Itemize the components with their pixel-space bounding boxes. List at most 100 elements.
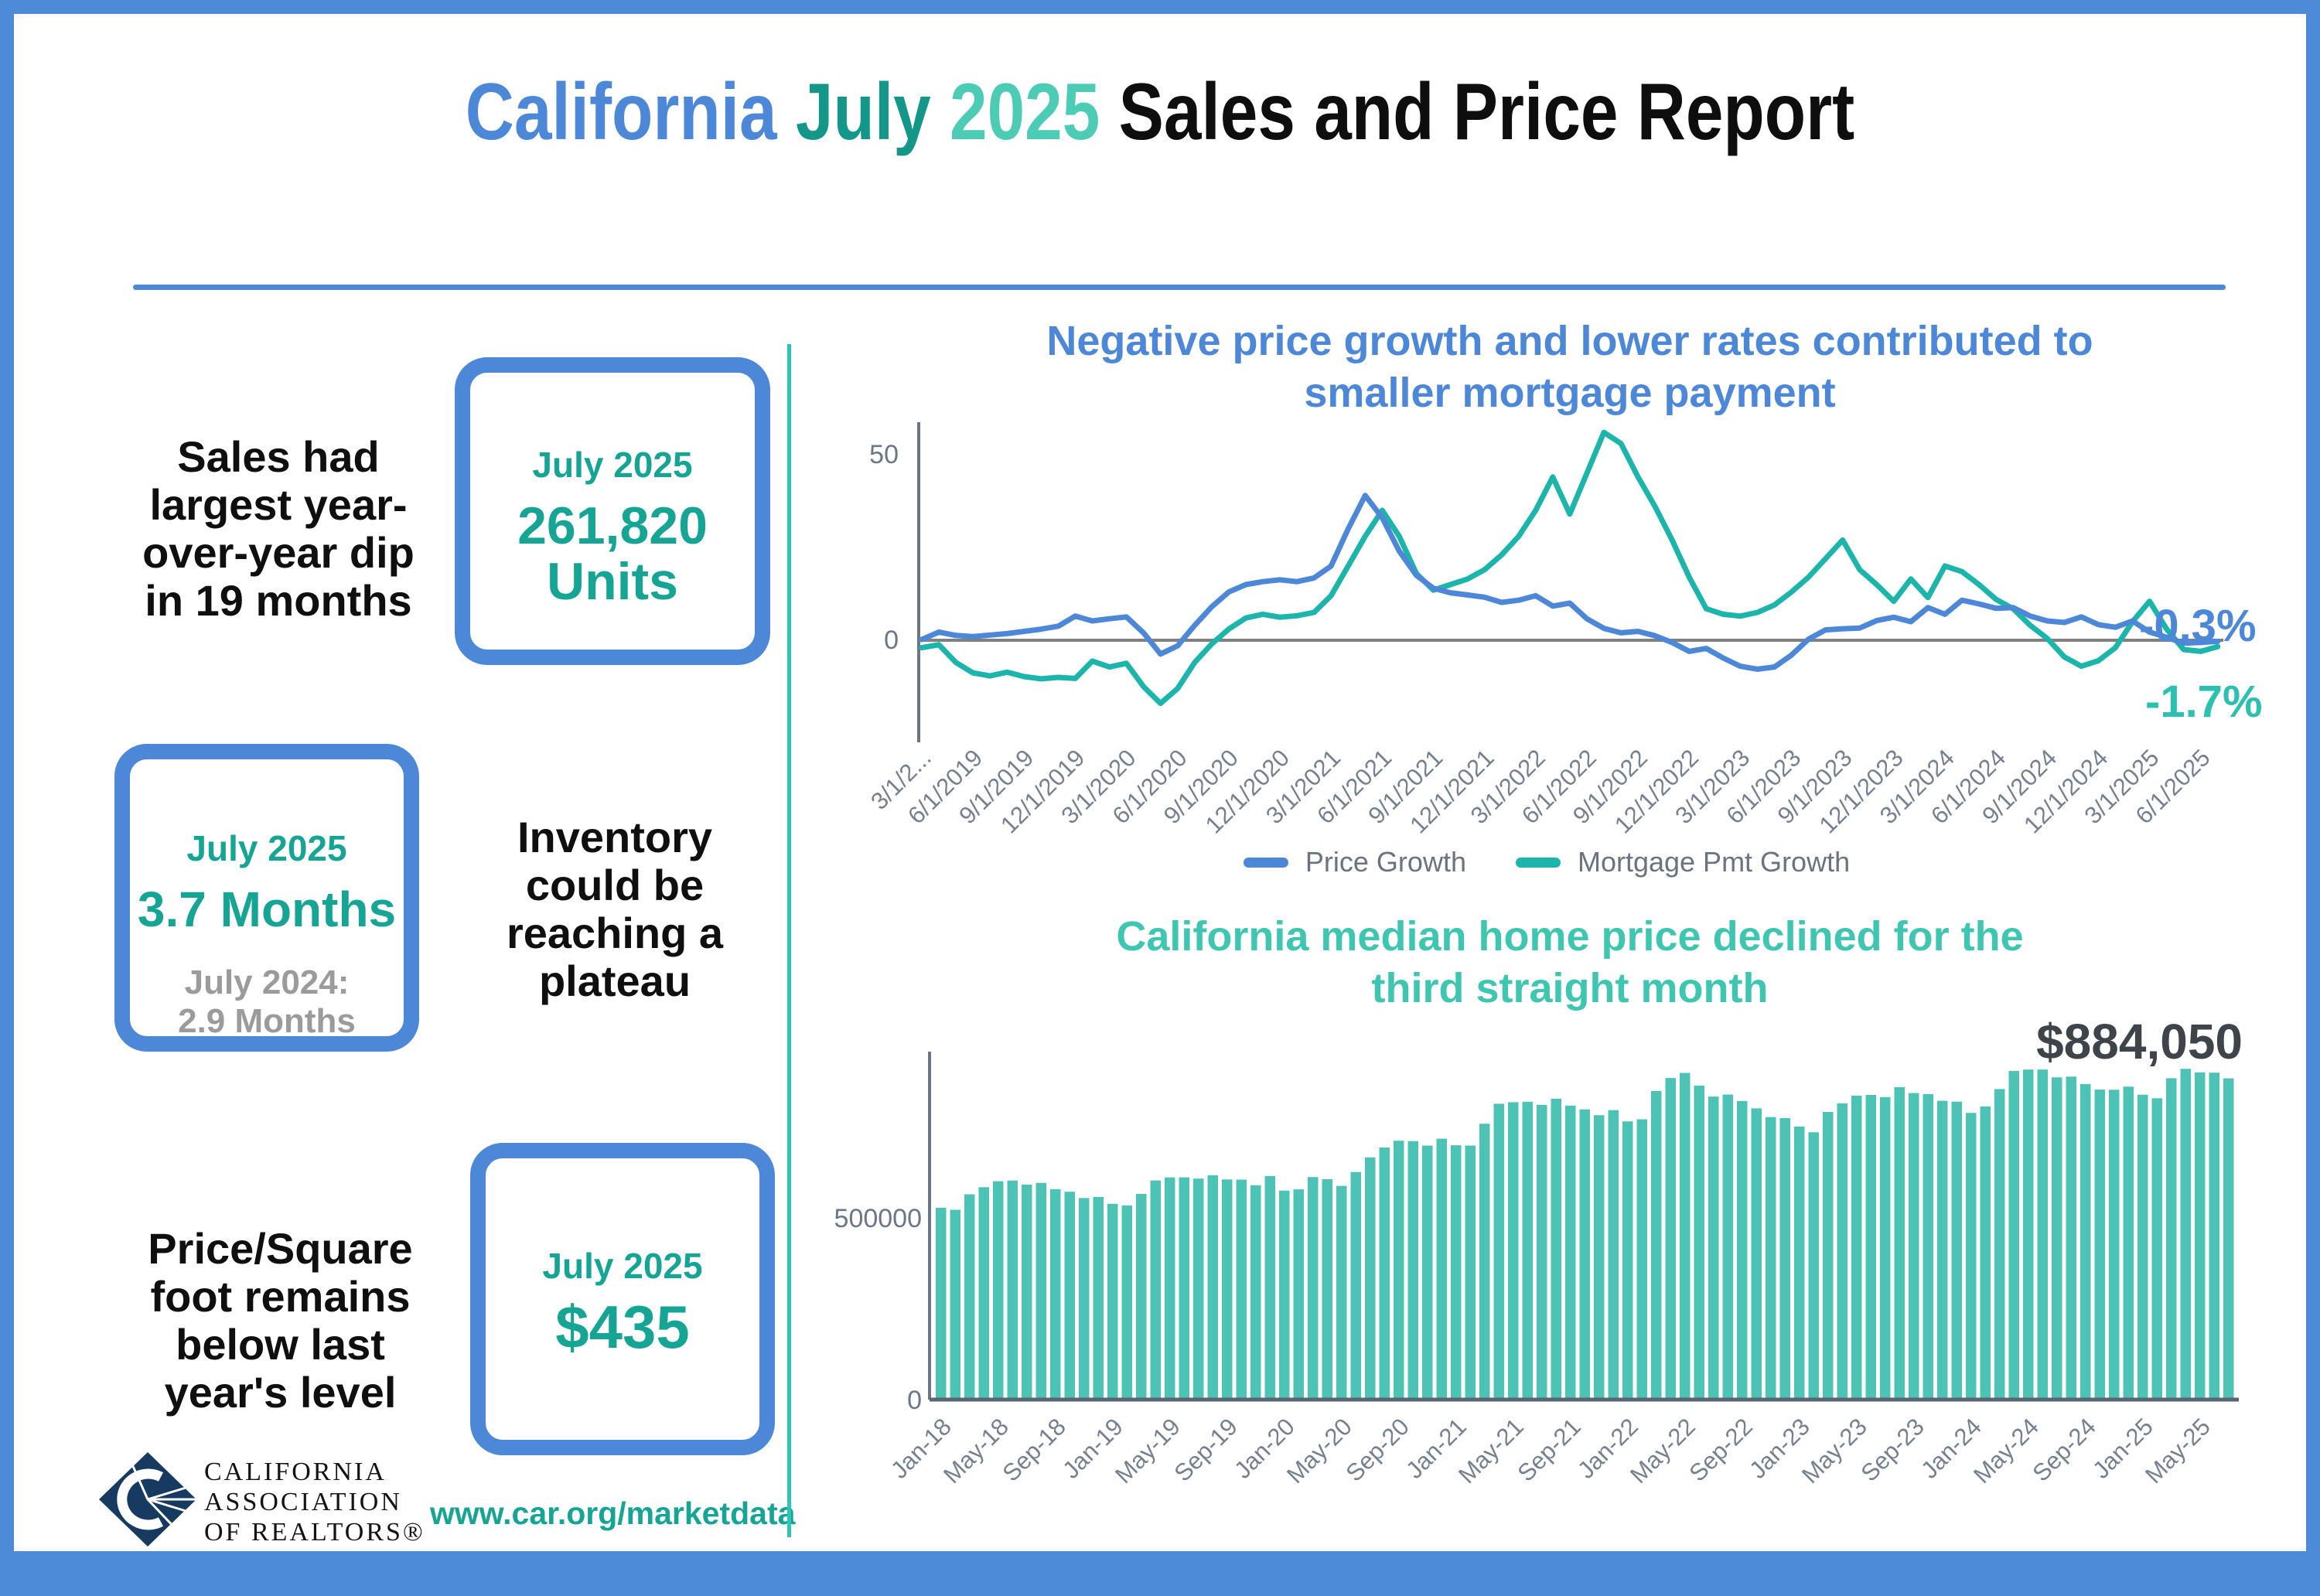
median-price-annotation: $884,050 bbox=[2036, 1014, 2243, 1069]
title-underline bbox=[133, 285, 2226, 290]
median-price-bar bbox=[993, 1181, 1004, 1400]
median-price-bar bbox=[1293, 1189, 1304, 1400]
median-price-bar bbox=[2151, 1098, 2162, 1400]
stat-box-price-sqft-period: July 2025 bbox=[542, 1246, 703, 1286]
median-price-bar bbox=[1379, 1148, 1390, 1400]
median-price-bar bbox=[1851, 1096, 1862, 1400]
median-price-bar bbox=[1794, 1126, 1805, 1400]
median-price-bar bbox=[1165, 1177, 1175, 1400]
median-price-bar bbox=[1322, 1179, 1332, 1400]
median-price-bar bbox=[2180, 1069, 2191, 1400]
mortgage-pmt-growth-end-label: -1.7% bbox=[2145, 677, 2263, 727]
page-border-left bbox=[0, 0, 14, 1596]
median-price-bar bbox=[2223, 1078, 2234, 1400]
median-price-bar bbox=[1121, 1206, 1132, 1400]
median-price-bar bbox=[1880, 1096, 1891, 1400]
median-price-bar bbox=[1980, 1107, 1991, 1400]
stat-box-sales-value: 261,820 bbox=[517, 496, 708, 555]
median-price-bar bbox=[2080, 1084, 2091, 1400]
median-price-bar bbox=[1079, 1198, 1090, 1400]
median-price-bar bbox=[1493, 1103, 1504, 1400]
website-link[interactable]: www.car.org/marketdata bbox=[430, 1495, 796, 1531]
median-price-bar bbox=[1365, 1157, 1376, 1400]
median-price-bar bbox=[1236, 1179, 1247, 1400]
median-price-bar bbox=[2123, 1086, 2134, 1400]
median-price-bar bbox=[1779, 1117, 1790, 1400]
stat-box-price-sqft-value: $435 bbox=[555, 1293, 690, 1361]
y-tick-label: 0 bbox=[907, 1386, 922, 1415]
stat-headline-sales: Sales had largest year- over-year dip in… bbox=[142, 432, 415, 625]
median-price-bar bbox=[1951, 1101, 1962, 1400]
stat-box-sales-period: July 2025 bbox=[532, 445, 693, 485]
price-growth-end-label: -0.3% bbox=[2139, 601, 2257, 651]
median-price-bar bbox=[1179, 1177, 1189, 1400]
median-price-bar bbox=[2209, 1073, 2219, 1400]
median-price-bar bbox=[1308, 1177, 1319, 1400]
median-price-bar bbox=[964, 1194, 975, 1400]
median-price-bar bbox=[1222, 1179, 1233, 1400]
median-price-bar bbox=[2094, 1090, 2105, 1400]
median-price-bar bbox=[2066, 1076, 2076, 1400]
median-price-bar bbox=[1465, 1145, 1476, 1400]
median-price-bar bbox=[1336, 1185, 1347, 1400]
median-price-bar bbox=[1966, 1113, 1977, 1400]
median-price-bar bbox=[1808, 1132, 1819, 1400]
car-logo-icon bbox=[99, 1452, 196, 1547]
median-price-bar bbox=[1694, 1086, 1704, 1400]
median-price-bar bbox=[1837, 1103, 1847, 1400]
median-price-bar bbox=[1107, 1203, 1118, 1400]
median-price-bar bbox=[1350, 1171, 1361, 1400]
median-price-bar bbox=[2137, 1094, 2148, 1400]
price-growth-chart: 0503/1/2...6/1/20199/1/201912/1/20193/1/… bbox=[865, 422, 2223, 838]
title-july: July bbox=[795, 67, 931, 157]
median-price-bar bbox=[2008, 1071, 2019, 1400]
median-price-bar bbox=[1064, 1192, 1075, 1400]
x-tick-label: May-21 bbox=[1453, 1413, 1529, 1489]
mortgage-pmt-growth-line bbox=[919, 429, 2221, 707]
stat-box-inventory-prior-period: July 2024: bbox=[184, 963, 350, 1001]
title-report: Sales and Price Report bbox=[1118, 67, 1855, 157]
median-price-bar bbox=[1665, 1078, 1676, 1400]
title-2025: 2025 bbox=[950, 67, 1100, 157]
price-growth-swatch bbox=[1243, 857, 1288, 868]
median-price-bar bbox=[1565, 1105, 1576, 1400]
x-tick-label: May-24 bbox=[1968, 1413, 2044, 1489]
x-tick-label: Sep-22 bbox=[1684, 1413, 1758, 1486]
median-price-bar bbox=[950, 1209, 960, 1400]
median-price-bar bbox=[1909, 1093, 1919, 1400]
median-price-bar bbox=[1207, 1175, 1218, 1400]
stat-box-price-sqft: July 2025 $435 bbox=[470, 1143, 775, 1455]
median-price-bar bbox=[2109, 1090, 2120, 1400]
median-price-bar bbox=[1722, 1094, 1733, 1400]
x-tick-label: May-23 bbox=[1796, 1413, 1872, 1489]
car-logo-text: CALIFORNIA ASSOCIATION OF REALTORS® bbox=[204, 1458, 425, 1547]
stat-box-inventory-period: July 2025 bbox=[186, 828, 347, 868]
median-price-bar bbox=[1394, 1141, 1404, 1400]
stat-box-inventory-prior-value: 2.9 Months bbox=[178, 1002, 356, 1040]
x-tick-label: Sep-19 bbox=[1169, 1413, 1243, 1486]
median-price-bar bbox=[1551, 1098, 1561, 1400]
x-tick-label: May-18 bbox=[938, 1413, 1014, 1489]
median-price-bar bbox=[1436, 1138, 1447, 1400]
stat-box-inventory: July 2025 3.7 Months July 2024: 2.9 Mont… bbox=[114, 744, 419, 1052]
median-price-bar bbox=[1279, 1190, 1290, 1400]
x-tick-label: May-19 bbox=[1110, 1413, 1186, 1489]
median-price-bar bbox=[1150, 1180, 1161, 1400]
median-price-bar bbox=[1994, 1089, 2005, 1400]
legend-item-price-growth: Price Growth bbox=[1243, 846, 1466, 878]
median-price-bar bbox=[2052, 1077, 2062, 1400]
median-price-bar bbox=[1680, 1073, 1691, 1400]
price-growth-chart-legend: Price Growth Mortgage Pmt Growth bbox=[835, 846, 2258, 878]
median-price-bar bbox=[1522, 1101, 1533, 1400]
median-price-bar bbox=[1136, 1194, 1147, 1400]
legend-item-mortgage-pmt-growth: Mortgage Pmt Growth bbox=[1515, 846, 1850, 878]
median-price-bar bbox=[1579, 1109, 1590, 1400]
stat-headline-price-sqft: Price/Square foot remains below last yea… bbox=[148, 1224, 413, 1417]
x-tick-label: May-22 bbox=[1625, 1413, 1701, 1489]
median-price-bar bbox=[2166, 1078, 2177, 1400]
median-price-bar bbox=[1508, 1102, 1519, 1400]
median-price-bar bbox=[1451, 1145, 1462, 1400]
x-tick-label: May-25 bbox=[2140, 1413, 2216, 1489]
median-price-bar bbox=[1422, 1145, 1433, 1400]
median-price-bar bbox=[1708, 1096, 1719, 1400]
